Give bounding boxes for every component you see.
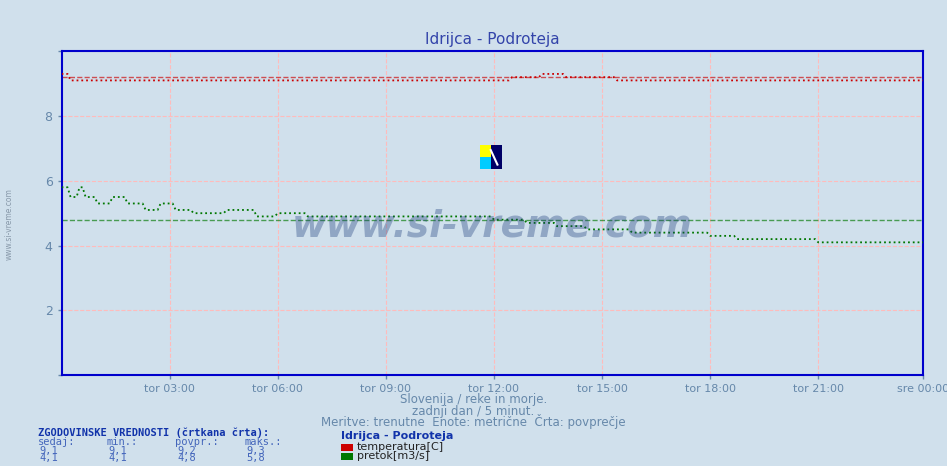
Text: 9,3: 9,3 — [246, 446, 265, 456]
Text: maks.:: maks.: — [244, 438, 282, 447]
Text: temperatura[C]: temperatura[C] — [357, 442, 444, 452]
Text: 5,8: 5,8 — [246, 453, 265, 463]
Text: 4,8: 4,8 — [177, 453, 196, 463]
Bar — [479, 145, 491, 158]
Text: povpr.:: povpr.: — [175, 438, 219, 447]
Text: pretok[m3/s]: pretok[m3/s] — [357, 451, 429, 461]
Text: 9,1: 9,1 — [108, 446, 127, 456]
Text: ZGODOVINSKE VREDNOSTI (črtkana črta):: ZGODOVINSKE VREDNOSTI (črtkana črta): — [38, 427, 269, 438]
Text: www.si-vreme.com: www.si-vreme.com — [292, 208, 693, 244]
Text: 4,1: 4,1 — [40, 453, 59, 463]
Bar — [479, 158, 491, 170]
Text: Slovenija / reke in morje.: Slovenija / reke in morje. — [400, 393, 547, 406]
Text: 9,1: 9,1 — [40, 446, 59, 456]
Text: zadnji dan / 5 minut.: zadnji dan / 5 minut. — [412, 405, 535, 418]
Text: min.:: min.: — [106, 438, 137, 447]
Text: Idrijca - Podroteja: Idrijca - Podroteja — [341, 431, 454, 441]
Title: Idrijca - Podroteja: Idrijca - Podroteja — [425, 32, 560, 48]
Text: sedaj:: sedaj: — [38, 438, 76, 447]
Text: Meritve: trenutne  Enote: metrične  Črta: povprečje: Meritve: trenutne Enote: metrične Črta: … — [321, 414, 626, 429]
Text: 9,2: 9,2 — [177, 446, 196, 456]
Bar — [491, 145, 502, 170]
Text: 4,1: 4,1 — [108, 453, 127, 463]
Text: www.si-vreme.com: www.si-vreme.com — [5, 188, 14, 260]
